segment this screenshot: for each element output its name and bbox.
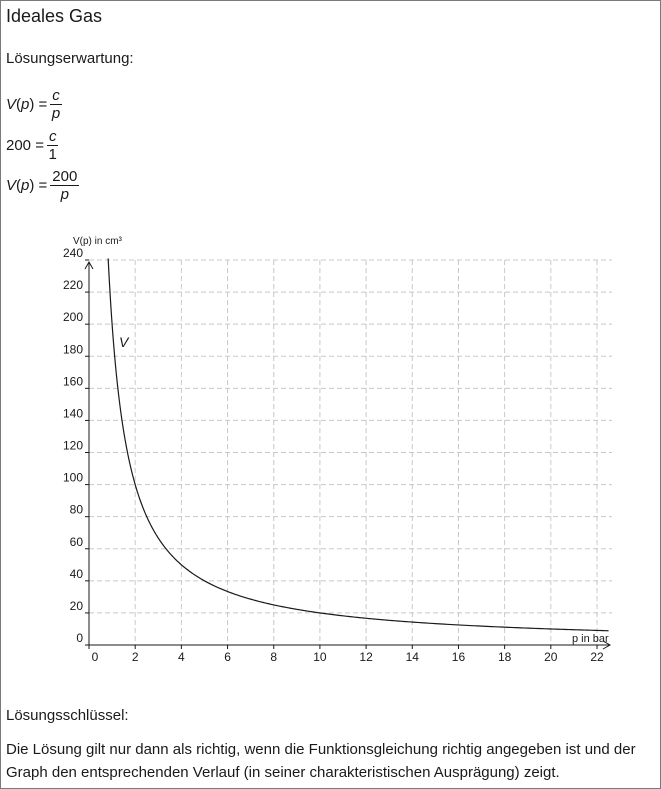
x-tick-label: 16 xyxy=(452,650,466,664)
equation-lhs: 200 = xyxy=(6,137,44,154)
x-axis-arrow xyxy=(602,640,612,650)
x-tick-label: 12 xyxy=(359,650,373,664)
y-tick-label: 20 xyxy=(70,599,84,613)
x-axis-label: p in bar xyxy=(572,633,609,645)
solution-key-label: Lösungsschlüssel: xyxy=(6,707,129,724)
y-tick-label: 100 xyxy=(63,471,83,485)
denominator: 1 xyxy=(48,146,57,163)
x-tick-label: 14 xyxy=(406,650,420,664)
x-tick-label: 4 xyxy=(178,650,185,664)
equation-lhs: V(p) = xyxy=(6,177,48,194)
y-tick-label: 200 xyxy=(63,310,83,324)
equation-3: V(p) = 200 p xyxy=(6,168,80,203)
y-tick-label: 140 xyxy=(63,406,83,420)
x-tick-label: 22 xyxy=(590,650,604,664)
numerator: c xyxy=(50,87,62,105)
x-tick-label: 20 xyxy=(544,650,558,664)
x-tick-label: 0 xyxy=(92,650,99,664)
curve-label: V xyxy=(119,334,130,350)
denominator: p xyxy=(60,186,69,203)
y-axis-label: V(p) in cm³ xyxy=(73,236,123,247)
y-tick-label: 180 xyxy=(63,342,83,356)
y-tick-label: 0 xyxy=(76,631,83,645)
solution-key-text: Die Lösung gilt nur dann als richtig, we… xyxy=(6,741,636,781)
equation-1: V(p) = c p xyxy=(6,88,62,121)
page-title: Ideales Gas xyxy=(6,6,103,26)
x-tick-label: 2 xyxy=(132,650,139,664)
curve-v xyxy=(107,258,609,632)
y-tick-label: 240 xyxy=(63,246,83,260)
numerator: c xyxy=(46,128,59,146)
volume-pressure-chart: 0 2 4 6 8 10 12 14 16 18 20 22020406080100120140160… xyxy=(63,236,612,664)
y-tick-label: 220 xyxy=(63,278,83,292)
numerator: 200 xyxy=(50,168,80,186)
x-tick-label: 8 xyxy=(270,650,277,664)
fraction: 200 p xyxy=(50,168,80,203)
equation-lhs: V(p) = xyxy=(6,96,48,113)
y-tick-label: 160 xyxy=(63,374,83,388)
equation-2: 200 = c 1 xyxy=(6,128,59,163)
y-tick-label: 120 xyxy=(63,439,83,453)
x-tick-label: 6 xyxy=(224,650,231,664)
x-tick-label: 10 xyxy=(313,650,327,664)
x-tick-label: 18 xyxy=(498,650,512,664)
y-axis-arrow xyxy=(84,260,94,270)
y-tick-label: 60 xyxy=(70,535,84,549)
expected-solution-label: Lösungserwartung: xyxy=(6,50,134,67)
y-tick-label: 40 xyxy=(70,567,84,581)
y-tick-label: 80 xyxy=(70,503,84,517)
denominator: p xyxy=(51,105,61,122)
